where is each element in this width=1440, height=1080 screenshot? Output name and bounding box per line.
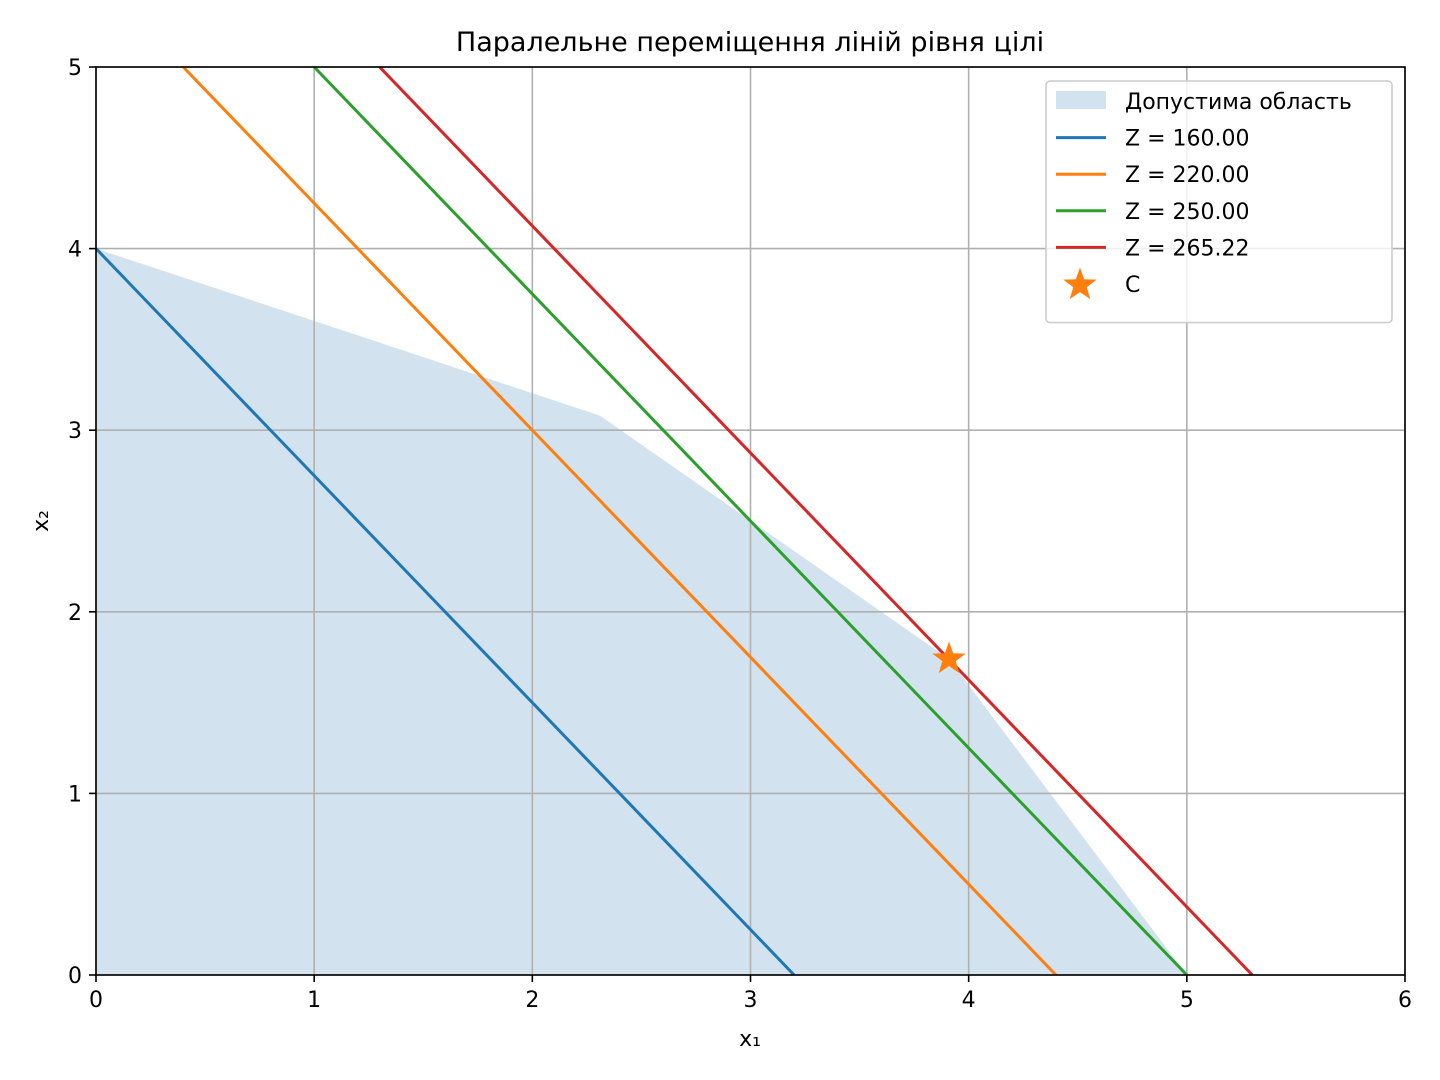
x-tick-label-2: 2 (525, 988, 539, 1013)
tick-layer: 0 1 2 3 4 5 6 0 1 2 3 4 5 (68, 56, 1412, 1013)
y-tick-label-5: 5 (68, 56, 82, 81)
series-line-2 (313, 67, 1188, 975)
series-line-0 (96, 247, 796, 975)
y-axis-label: x₂ (29, 510, 54, 532)
legend-box (1045, 80, 1393, 324)
y-tick-label-4: 4 (68, 238, 82, 263)
y-tick-label-2: 2 (68, 601, 82, 626)
x-tick-label-5: 5 (1180, 988, 1194, 1013)
legend-label-region: Допустима область (1125, 90, 1352, 115)
point-layer (932, 641, 966, 674)
point-marker-C (932, 641, 966, 674)
x-tick-label-1: 1 (307, 988, 321, 1013)
legend-label-point-C: C (1125, 273, 1140, 298)
series-layer (96, 67, 1254, 975)
legend-label-series-2: Z = 250.00 (1125, 200, 1249, 225)
y-tick-label-0: 0 (68, 964, 82, 989)
legend-swatch-region (1056, 91, 1106, 109)
y-tick-label-3: 3 (68, 419, 82, 444)
legend-swatch-point-C (1063, 267, 1097, 300)
series-line-3 (378, 67, 1254, 975)
x-axis-label: x₁ (739, 1027, 761, 1052)
chart-title: Паралельне переміщення ліній рівня цілі (456, 27, 1044, 58)
series-line-1 (182, 67, 1058, 975)
x-tick-label-0: 0 (89, 988, 103, 1013)
legend-label-series-0: Z = 160.00 (1125, 127, 1249, 152)
y-tick-label-1: 1 (68, 782, 82, 807)
x-tick-label-6: 6 (1398, 988, 1412, 1013)
legend-label-series-3: Z = 265.22 (1125, 236, 1249, 261)
x-tick-label-4: 4 (962, 988, 976, 1013)
legend: Допустима область Z = 160.00 Z = 220.00 Z =… (1045, 80, 1393, 324)
legend-label-series-1: Z = 220.00 (1125, 163, 1249, 188)
x-tick-label-3: 3 (744, 988, 758, 1013)
